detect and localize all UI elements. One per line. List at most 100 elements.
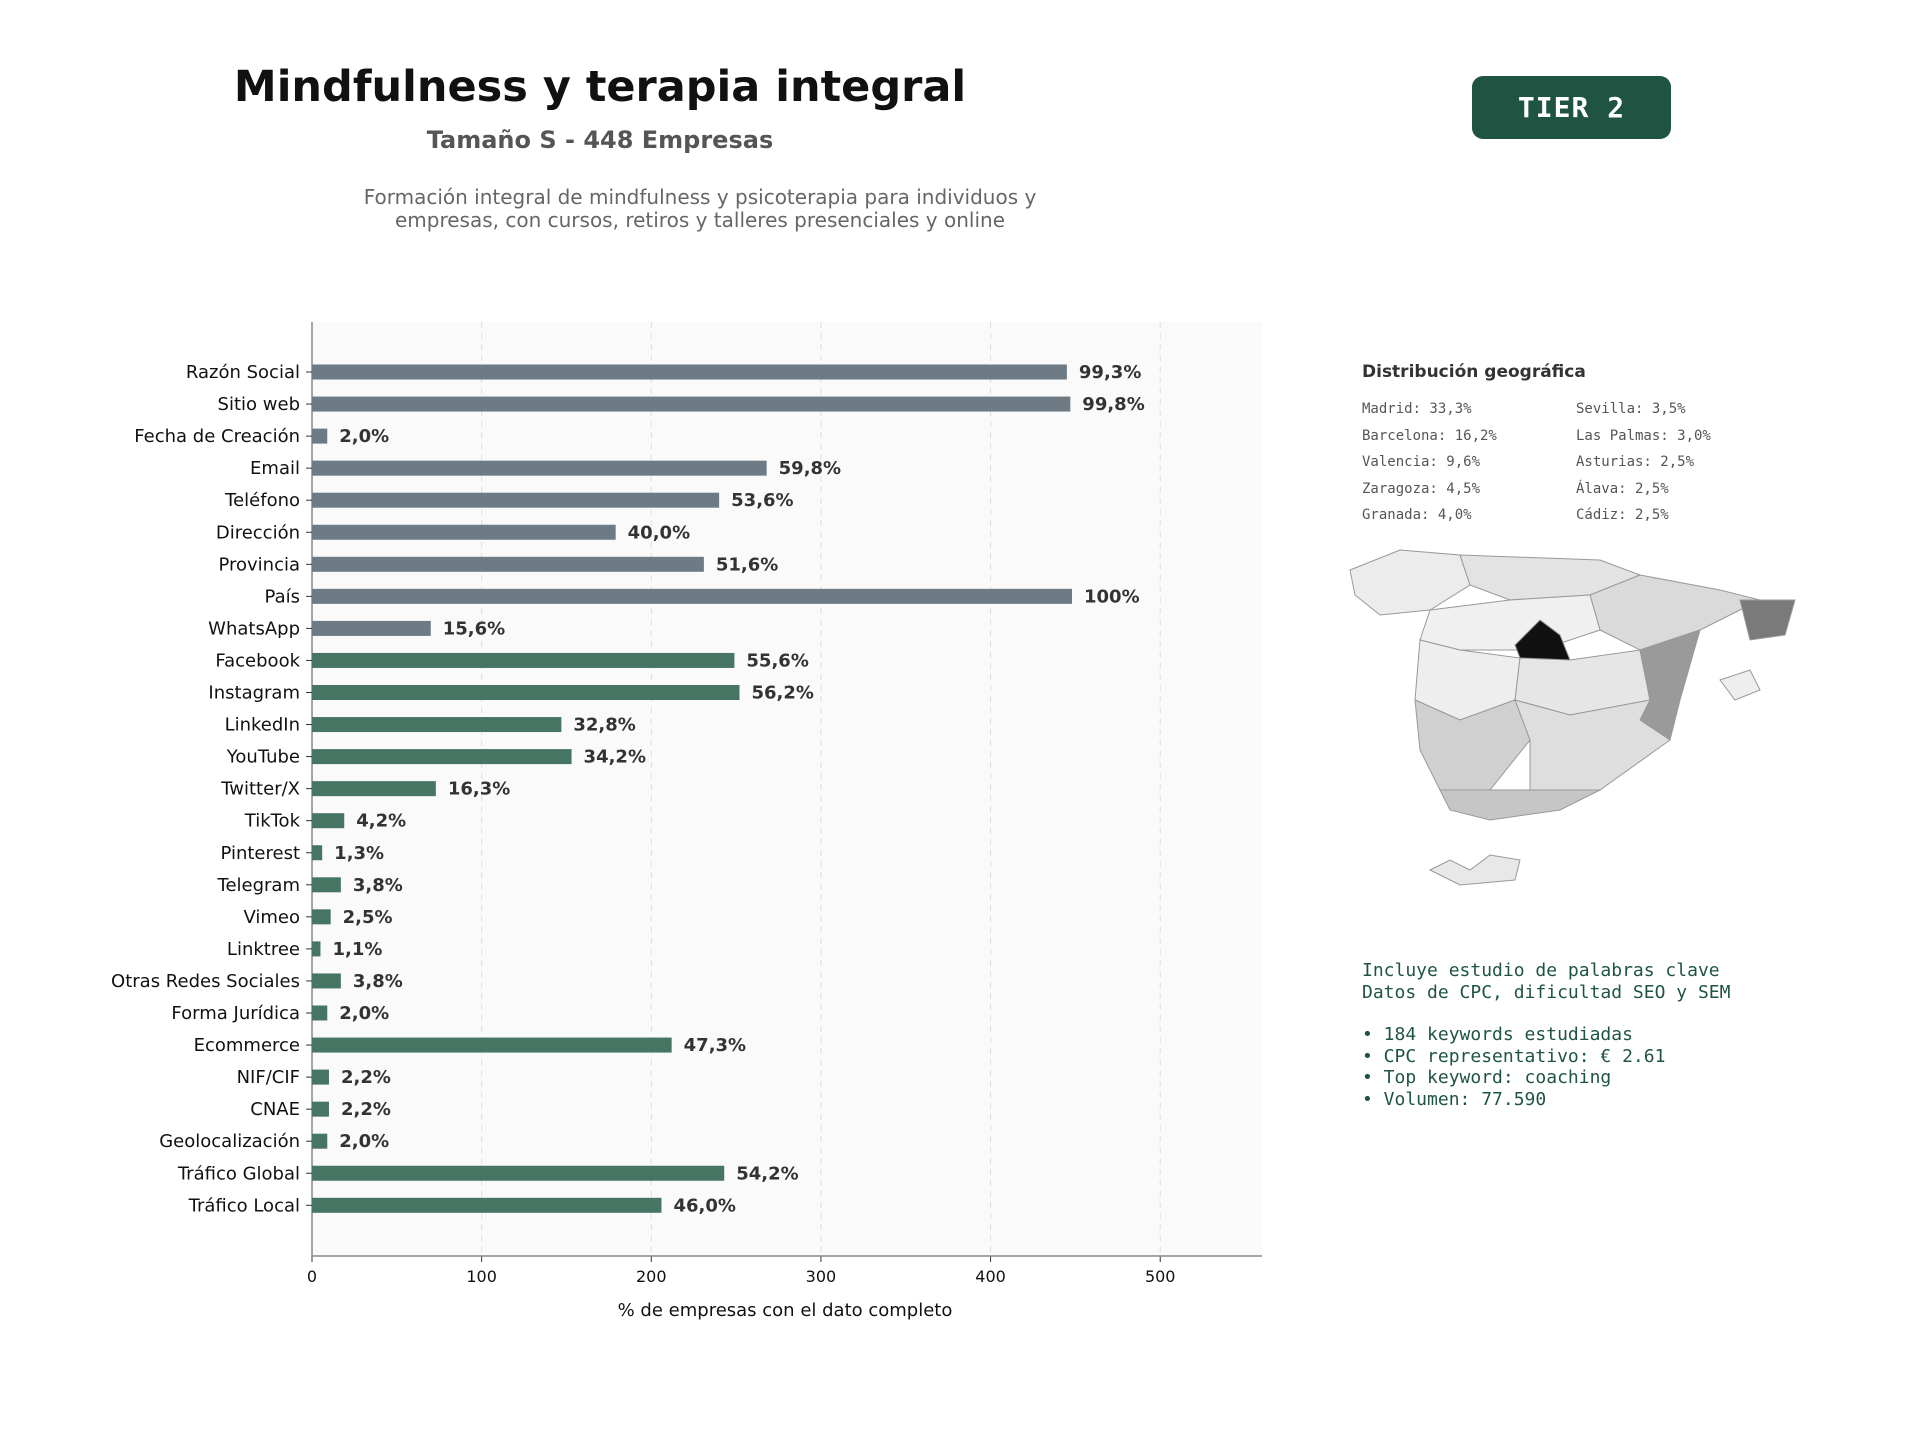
bar-chart: 0 100 200 300 400 500 % de empresas con el dat… xyxy=(111,322,1262,1321)
category-label: Otras Redes Sociales xyxy=(111,971,300,992)
map-region-castilla-leon xyxy=(1419,594,1601,651)
data-label: 51,6% xyxy=(716,554,778,575)
data-label: 46,0% xyxy=(673,1195,735,1216)
keywords-line-1: Incluye estudio de palabras clave xyxy=(1362,960,1720,981)
keywords-bullet: • CPC representativo: € 2.61 xyxy=(1362,1045,1666,1067)
geo-item: Zaragoza: 4,5% xyxy=(1362,480,1481,497)
bar xyxy=(312,1069,329,1085)
category-label: LinkedIn xyxy=(225,715,300,736)
geo-item: Granada: 4,0% xyxy=(1362,507,1472,523)
category-label: País xyxy=(265,586,300,607)
bar xyxy=(312,1005,328,1021)
keywords-block: Incluye estudio de palabras clave Datos … xyxy=(1362,960,1730,1110)
bar xyxy=(312,941,321,957)
geo-title: Distribución geográfica xyxy=(1362,362,1586,382)
description-line-2: empresas, con cursos, retiros y talleres… xyxy=(394,208,1006,232)
data-label: 16,3% xyxy=(448,779,510,800)
bar xyxy=(312,845,323,861)
bar xyxy=(312,492,720,508)
map-region-canary xyxy=(1428,854,1521,886)
bar xyxy=(312,781,436,797)
category-label: Sitio web xyxy=(218,394,300,415)
map-region-andalusia-west xyxy=(1414,699,1531,791)
bar xyxy=(312,428,328,444)
bar xyxy=(312,396,1071,412)
bar xyxy=(312,460,767,476)
category-label: Pinterest xyxy=(220,843,300,864)
spain-map xyxy=(1349,549,1796,886)
x-tick-label: 0 xyxy=(307,1267,317,1286)
category-label: Forma Jurídica xyxy=(171,1003,300,1024)
bar xyxy=(312,973,341,989)
keywords-bullet: • Volumen: 77.590 xyxy=(1362,1088,1547,1110)
data-label: 2,5% xyxy=(343,907,393,928)
geo-list-right: Sevilla: 3,5% Las Palmas: 3,0% Asturias:… xyxy=(1576,396,1711,529)
bar xyxy=(312,717,562,733)
category-label: Tráfico Local xyxy=(188,1195,300,1216)
bar xyxy=(312,588,1072,604)
x-tick-label: 200 xyxy=(636,1267,667,1286)
x-tick-label: 100 xyxy=(466,1267,497,1286)
data-label: 4,2% xyxy=(356,811,406,832)
x-tick-label: 300 xyxy=(806,1267,837,1286)
map-region-valencia xyxy=(1639,629,1701,741)
category-label: Tráfico Global xyxy=(177,1163,300,1184)
data-label: 1,3% xyxy=(334,843,384,864)
page-subtitle: Tamaño S - 448 Empresas xyxy=(426,126,774,154)
data-label: 2,2% xyxy=(341,1099,391,1120)
bar xyxy=(312,909,331,925)
geo-item: Barcelona: 16,2% xyxy=(1362,427,1497,444)
data-label: 15,6% xyxy=(443,618,505,639)
plot-area xyxy=(312,322,1262,1256)
bar xyxy=(312,1101,329,1117)
category-label: Geolocalización xyxy=(159,1131,300,1152)
data-label: 1,1% xyxy=(332,939,382,960)
data-label: 54,2% xyxy=(736,1163,798,1184)
category-label: Telegram xyxy=(217,875,300,896)
category-label: Provincia xyxy=(218,554,300,575)
data-label: 2,0% xyxy=(339,1131,389,1152)
description: Formación integral de mindfulness y psic… xyxy=(300,186,1100,232)
data-label: 47,3% xyxy=(684,1035,746,1056)
geo-list-left: Madrid: 33,3% Barcelona: 16,2% Valencia:… xyxy=(1362,396,1497,529)
data-label: 3,8% xyxy=(353,971,403,992)
data-label: 2,2% xyxy=(341,1067,391,1088)
data-label: 2,0% xyxy=(339,1003,389,1024)
bar xyxy=(312,556,704,572)
geo-item: Cádiz: 2,5% xyxy=(1576,507,1669,523)
bar xyxy=(312,364,1067,380)
keywords-line-2: Datos de CPC, dificultad SEO y SEM xyxy=(1362,981,1731,1003)
map-region-balearic xyxy=(1719,669,1761,701)
data-label: 59,8% xyxy=(779,458,841,479)
category-label: YouTube xyxy=(226,747,300,768)
data-label: 56,2% xyxy=(752,683,814,704)
page-title: Mindfulness y terapia integral xyxy=(233,62,967,112)
bar xyxy=(312,1037,672,1053)
geo-item: Sevilla: 3,5% xyxy=(1576,401,1686,417)
bar xyxy=(312,685,740,700)
data-label: 99,8% xyxy=(1082,394,1144,415)
category-label: TikTok xyxy=(244,811,301,832)
x-tick-label: 400 xyxy=(975,1267,1006,1286)
category-label: Linktree xyxy=(227,939,300,960)
tier-badge: TIER 2 xyxy=(1472,76,1671,139)
category-label: Email xyxy=(250,458,300,479)
geo-item: Madrid: 33,3% xyxy=(1362,401,1472,417)
data-label: 55,6% xyxy=(746,650,808,671)
category-label: Ecommerce xyxy=(194,1035,300,1056)
category-label: NIF/CIF xyxy=(237,1067,300,1088)
data-label: 100% xyxy=(1084,586,1140,607)
category-label: WhatsApp xyxy=(208,618,300,639)
map-region-catalonia xyxy=(1739,599,1796,641)
bar xyxy=(312,1197,662,1213)
data-label: 99,3% xyxy=(1079,362,1141,383)
category-label: Teléfono xyxy=(224,490,300,511)
geo-item: Valencia: 9,6% xyxy=(1362,454,1481,470)
data-label: 34,2% xyxy=(584,747,646,768)
geo-item: Álava: 2,5% xyxy=(1576,480,1669,497)
bar xyxy=(312,813,345,829)
category-label: Dirección xyxy=(216,522,300,543)
category-label: Facebook xyxy=(215,650,300,671)
category-label: Instagram xyxy=(208,683,300,704)
geo-item: Las Palmas: 3,0% xyxy=(1576,427,1711,444)
